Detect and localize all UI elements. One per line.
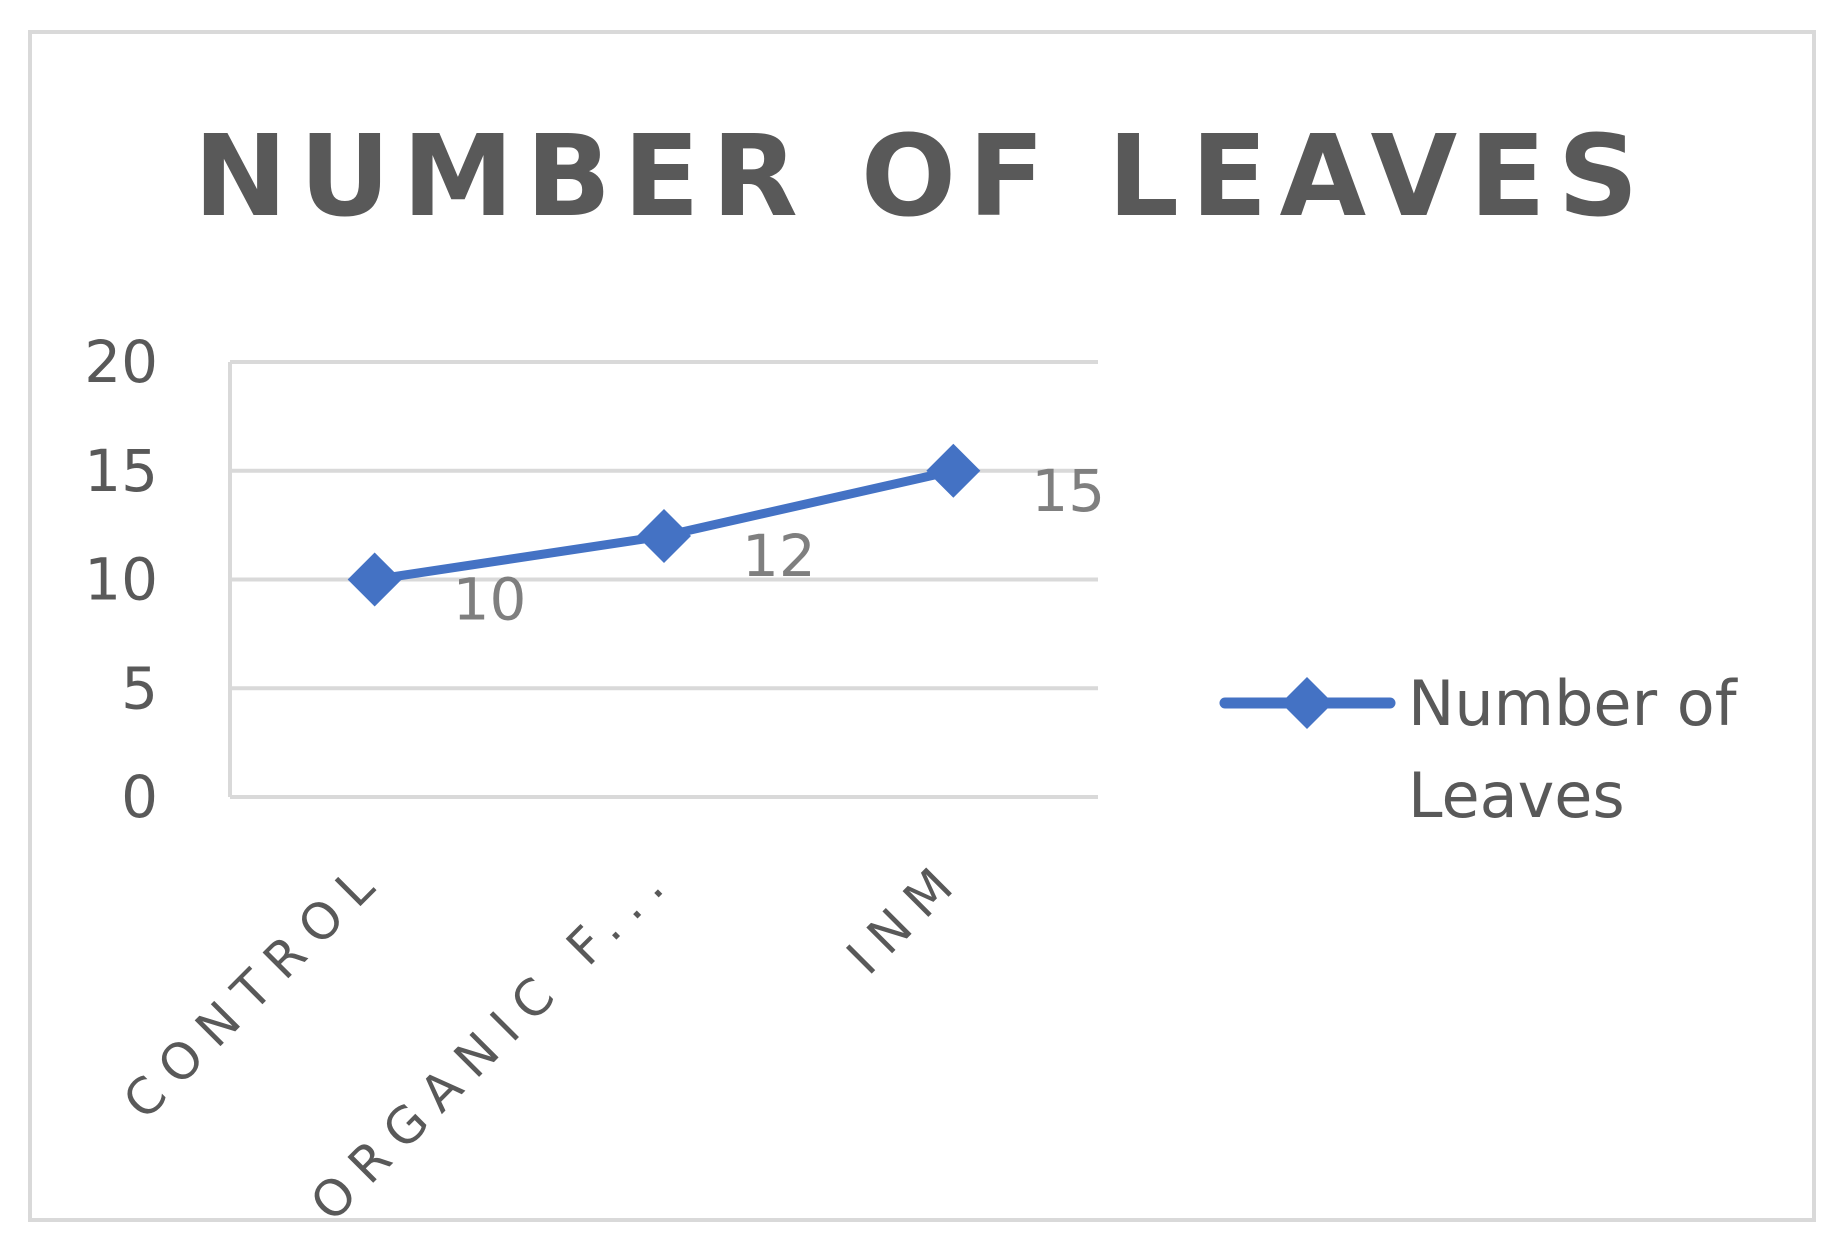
- y-tick-label-10: 10: [84, 546, 158, 614]
- x-category-label-2: INM: [836, 847, 974, 985]
- y-axis-ticks: 0 5 10 15 20: [84, 328, 158, 831]
- data-point-2: [926, 443, 981, 498]
- chart-title: NUMBER OF LEAVES: [194, 112, 1651, 242]
- data-point-1: [637, 509, 691, 563]
- y-tick-label-20: 20: [84, 328, 158, 396]
- chart-frame: [28, 30, 1816, 1222]
- data-point-0: [347, 552, 402, 607]
- y-tick-label-5: 5: [121, 654, 158, 722]
- legend-marker: [1281, 677, 1333, 729]
- legend-label-line-1: Leaves: [1408, 759, 1625, 832]
- x-category-label-0: CONTROL: [112, 847, 395, 1130]
- data-labels: 10 12 15: [453, 457, 1105, 634]
- y-tick-label-15: 15: [84, 437, 158, 505]
- data-label-0: 10: [453, 566, 527, 634]
- y-tick-label-0: 0: [121, 763, 158, 831]
- series-layer: [347, 443, 981, 607]
- legend: Number of Leaves: [1219, 667, 1739, 832]
- data-label-1: 12: [742, 522, 816, 590]
- legend-label-line-0: Number of: [1408, 667, 1739, 740]
- data-label-2: 15: [1031, 457, 1105, 525]
